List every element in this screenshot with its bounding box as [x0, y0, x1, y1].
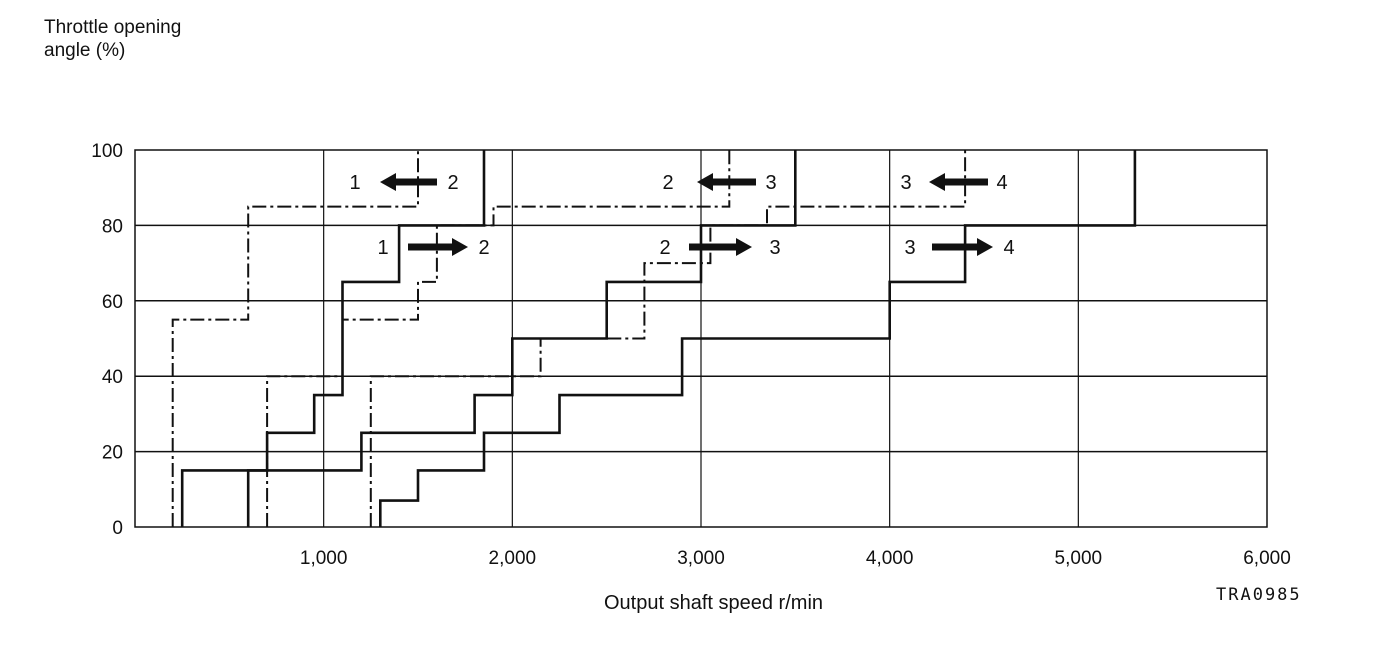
x-tick-label-1: 2,000: [489, 548, 537, 569]
x-tick-label-0: 1,000: [300, 548, 348, 569]
shift-label-from-4: 2: [659, 237, 670, 259]
y-tick-label-2: 40: [102, 367, 123, 388]
shift-line-dashed-4: [266, 150, 731, 527]
shift-arrow-head-5: [977, 238, 993, 256]
shift-arrow-head-1: [697, 173, 713, 191]
y-axis-title: Throttle opening angle (%): [44, 17, 182, 61]
shift-label-from-2: 3: [900, 172, 911, 194]
shift-label-from-1: 2: [662, 172, 673, 194]
figure-code: TRA0985: [1216, 585, 1302, 605]
shift-label-from-5: 3: [904, 237, 915, 259]
y-tick-label-3: 60: [102, 292, 123, 313]
shift-label-to-1: 3: [765, 172, 776, 194]
shift-arrow-head-3: [452, 238, 468, 256]
shift-line-solid-2: [378, 150, 1137, 527]
shift-arrow-head-0: [380, 173, 396, 191]
shift-label-from-3: 1: [377, 237, 388, 259]
shift-label-to-3: 2: [478, 237, 489, 259]
shift-label-to-4: 3: [769, 237, 780, 259]
y-tick-label-0: 0: [112, 518, 123, 539]
y-tick-label-5: 100: [91, 141, 123, 162]
shift-label-to-2: 4: [996, 172, 1007, 194]
x-tick-label-2: 3,000: [677, 548, 725, 569]
shift-line-dashed-3: [171, 150, 419, 527]
shift-line-dashed-5: [369, 150, 967, 527]
shift-arrow-head-2: [929, 173, 945, 191]
x-tick-label-4: 5,000: [1055, 548, 1103, 569]
shift-label-to-0: 2: [447, 172, 458, 194]
shift-label-to-5: 4: [1003, 237, 1014, 259]
shift-label-from-0: 1: [349, 172, 360, 194]
x-axis-title: Output shaft speed r/min: [604, 592, 824, 614]
y-tick-label-1: 20: [102, 443, 123, 464]
x-tick-label-3: 4,000: [866, 548, 914, 569]
shift-line-solid-1: [246, 150, 797, 527]
x-tick-label-5: 6,000: [1243, 548, 1291, 569]
y-tick-label-4: 80: [102, 216, 123, 237]
shift-arrow-head-4: [736, 238, 752, 256]
